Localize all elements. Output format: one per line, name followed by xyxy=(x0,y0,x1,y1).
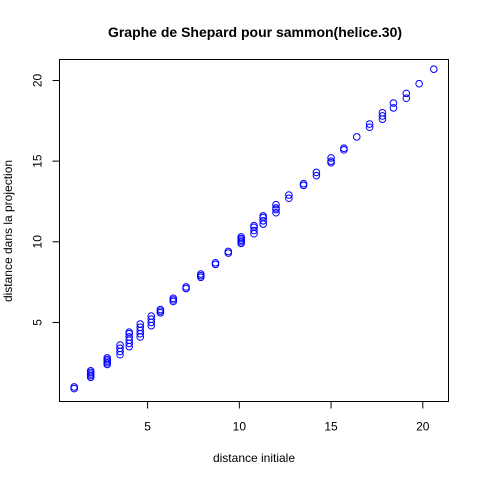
data-point xyxy=(327,157,335,165)
data-point xyxy=(327,154,335,162)
data-point xyxy=(169,294,178,303)
data-point xyxy=(312,168,321,177)
data-point xyxy=(299,179,308,188)
data-point xyxy=(147,315,156,324)
data-point xyxy=(430,65,438,73)
data-point xyxy=(250,221,258,230)
data-point xyxy=(125,333,134,341)
plot-frame xyxy=(59,59,449,402)
data-point xyxy=(116,344,124,353)
data-point xyxy=(389,99,398,107)
x-axis: 5 10 15 20 xyxy=(144,401,430,434)
x-tick-label: 10 xyxy=(233,420,247,434)
data-point xyxy=(196,270,205,278)
data-point xyxy=(259,217,267,225)
x-axis-label: distance initiale xyxy=(213,451,295,465)
data-point xyxy=(237,233,245,241)
data-point xyxy=(70,383,78,391)
y-axis-label: distance dans la projection xyxy=(1,160,15,302)
data-points xyxy=(70,65,438,393)
data-point xyxy=(272,200,280,209)
x-tick-label: 20 xyxy=(416,420,430,434)
data-point xyxy=(125,328,134,336)
data-point xyxy=(211,258,220,267)
data-point xyxy=(285,194,293,203)
y-tick-label: 20 xyxy=(31,73,45,87)
data-point xyxy=(86,367,95,375)
data-point xyxy=(365,123,374,132)
data-point xyxy=(402,94,411,103)
data-point xyxy=(378,108,387,117)
chart-title: Graphe de Shepard pour sammon(helice.30) xyxy=(108,24,402,40)
data-point xyxy=(136,323,145,332)
data-point xyxy=(147,312,156,320)
data-point xyxy=(312,171,321,180)
data-point xyxy=(116,341,124,349)
x-tick-label: 5 xyxy=(144,420,151,434)
y-tick-label: 5 xyxy=(31,319,45,326)
y-axis: 5 10 15 20 xyxy=(31,73,60,326)
data-point xyxy=(352,133,361,141)
data-point xyxy=(259,212,267,220)
y-tick-label: 10 xyxy=(31,235,45,249)
data-point xyxy=(272,204,280,212)
data-point xyxy=(136,320,145,328)
data-point xyxy=(402,89,411,98)
x-tick-label: 15 xyxy=(324,420,338,434)
data-point xyxy=(182,283,190,291)
data-point xyxy=(103,354,112,362)
data-point xyxy=(224,247,233,256)
data-point xyxy=(365,120,374,128)
data-point xyxy=(415,79,423,88)
data-point xyxy=(378,112,387,120)
data-point xyxy=(250,226,258,235)
data-point xyxy=(272,208,280,217)
data-point xyxy=(156,305,165,314)
y-tick-label: 15 xyxy=(31,154,45,168)
data-point xyxy=(340,144,348,153)
data-point xyxy=(389,104,398,112)
data-point xyxy=(285,191,293,199)
